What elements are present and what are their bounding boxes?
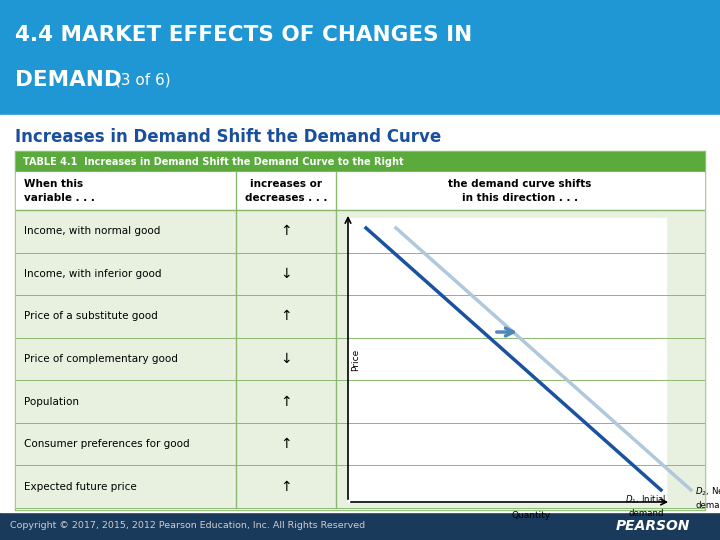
Text: ↓: ↓ xyxy=(280,267,292,281)
Text: $D_2$, New
demand: $D_2$, New demand xyxy=(695,486,720,510)
Bar xyxy=(0,115,720,512)
Text: Quantity: Quantity xyxy=(511,511,551,520)
Bar xyxy=(0,512,720,540)
Text: Income, with inferior good: Income, with inferior good xyxy=(24,269,161,279)
Text: (3 of 6): (3 of 6) xyxy=(110,72,171,87)
Text: the demand curve shifts
in this direction . . .: the demand curve shifts in this directio… xyxy=(449,179,592,202)
Text: Expected future price: Expected future price xyxy=(24,482,137,492)
Bar xyxy=(16,423,704,465)
Text: When this
variable . . .: When this variable . . . xyxy=(24,179,95,202)
Text: TABLE 4.1  Increases in Demand Shift the Demand Curve to the Right: TABLE 4.1 Increases in Demand Shift the … xyxy=(23,157,404,167)
Text: Price of a substitute good: Price of a substitute good xyxy=(24,312,158,321)
Text: ↑: ↑ xyxy=(280,395,292,409)
Bar xyxy=(16,210,704,253)
Bar xyxy=(16,152,704,509)
Bar xyxy=(16,253,704,295)
Bar xyxy=(16,380,704,423)
Bar xyxy=(16,295,704,338)
Text: Copyright © 2017, 2015, 2012 Pearson Education, Inc. All Rights Reserved: Copyright © 2017, 2015, 2012 Pearson Edu… xyxy=(10,522,365,530)
Text: Increases in Demand Shift the Demand Curve: Increases in Demand Shift the Demand Cur… xyxy=(15,128,441,146)
Text: ↑: ↑ xyxy=(280,437,292,451)
Bar xyxy=(16,465,704,508)
Bar xyxy=(0,0,720,115)
Text: Income, with normal good: Income, with normal good xyxy=(24,226,161,237)
Text: 4.4 MARKET EFFECTS OF CHANGES IN: 4.4 MARKET EFFECTS OF CHANGES IN xyxy=(15,25,472,45)
Bar xyxy=(16,172,704,210)
Text: Consumer preferences for good: Consumer preferences for good xyxy=(24,439,189,449)
Bar xyxy=(15,151,705,510)
Text: Price: Price xyxy=(351,349,361,371)
Text: ↑: ↑ xyxy=(280,309,292,323)
Text: DEMAND: DEMAND xyxy=(15,70,122,90)
Text: ↑: ↑ xyxy=(280,224,292,238)
Text: Price of complementary good: Price of complementary good xyxy=(24,354,178,364)
Text: increases or
decreases . . .: increases or decreases . . . xyxy=(245,179,328,202)
Text: $D_1$, Initial
demand: $D_1$, Initial demand xyxy=(626,494,667,518)
Bar xyxy=(16,338,704,380)
Text: ↑: ↑ xyxy=(280,480,292,494)
Text: Population: Population xyxy=(24,396,79,407)
Bar xyxy=(16,152,704,172)
Text: ↓: ↓ xyxy=(280,352,292,366)
Bar xyxy=(348,218,666,502)
Text: PEARSON: PEARSON xyxy=(616,519,690,533)
